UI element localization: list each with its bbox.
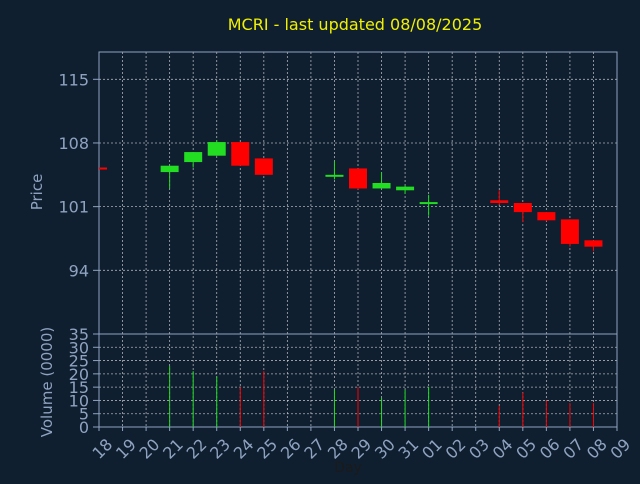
candle-body-29 xyxy=(349,168,367,189)
volume-tick-label: 15 xyxy=(69,378,89,397)
volume-tick-label: 5 xyxy=(79,405,89,424)
volume-tick-label: 30 xyxy=(69,338,89,357)
x-axis-label: Day xyxy=(334,460,362,476)
candle-body-08 xyxy=(584,240,603,247)
candle-body-06 xyxy=(537,212,556,221)
volume-tick-label: 20 xyxy=(69,365,89,384)
volume-axis-label: Volume (0000) xyxy=(38,327,56,437)
price-tick-label: 94 xyxy=(69,261,89,280)
candle-body-21 xyxy=(160,165,179,173)
candle-body-25 xyxy=(254,158,273,175)
volume-tick-label: 10 xyxy=(69,391,89,410)
candle-body-01 xyxy=(419,202,438,205)
volume-tick-label: 0 xyxy=(79,418,89,437)
candle-body-04 xyxy=(490,200,509,204)
candle-body-18 xyxy=(99,167,107,170)
chart-title: MCRI - last updated 08/08/2025 xyxy=(228,15,483,34)
price-tick-label: 115 xyxy=(58,70,89,89)
price-panel: 94 101 108 115 xyxy=(58,51,618,427)
candle-body-31 xyxy=(396,186,415,191)
volume-tick-label: 35 xyxy=(69,325,89,344)
candle-body-22 xyxy=(184,152,203,163)
price-tick-label: 108 xyxy=(58,134,89,153)
candle-body-28 xyxy=(325,174,344,177)
candle-body-07 xyxy=(560,219,579,244)
price-axis-label: Price xyxy=(28,174,46,211)
candle-body-24 xyxy=(231,142,250,166)
candle-body-23 xyxy=(207,142,226,156)
price-tick-label: 101 xyxy=(58,198,89,217)
candle-body-05 xyxy=(513,203,532,213)
candle-body-30 xyxy=(372,182,391,189)
volume-tick-label: 25 xyxy=(69,352,89,371)
